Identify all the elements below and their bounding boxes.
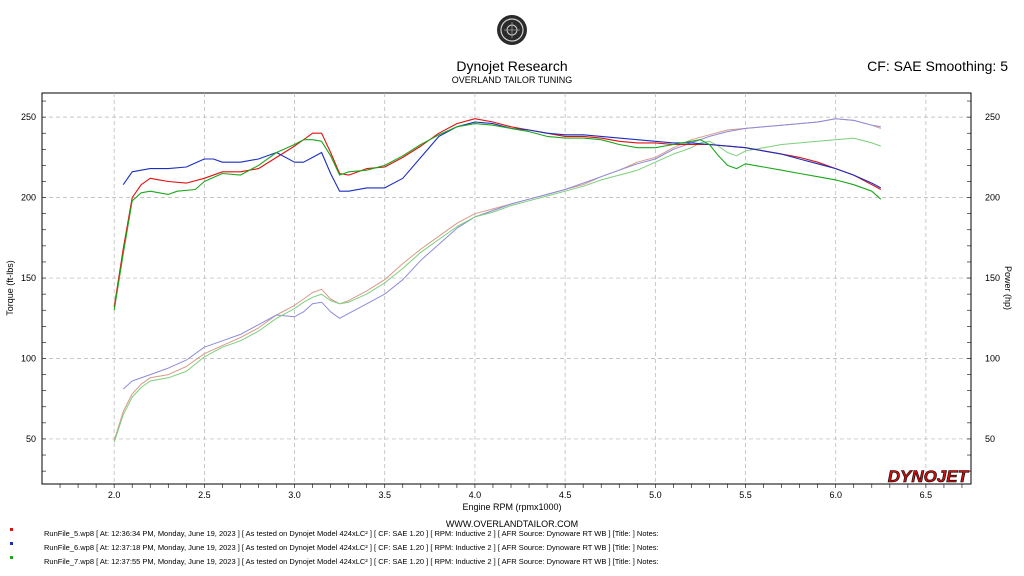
y-tick-label-left: 150	[21, 273, 36, 283]
plot-frame	[41, 92, 972, 485]
y-axis-left-label: Torque (ft-lbs)	[5, 260, 15, 316]
x-tick-label: 5.0	[649, 490, 662, 500]
y-tick-label-left: 250	[21, 112, 36, 122]
x-tick-label: 3.5	[378, 490, 391, 500]
legend: RunFile_5.wp8 [ At: 12:36:34 PM, Monday,…	[10, 528, 659, 566]
x-tick-label: 4.5	[559, 490, 572, 500]
dynojet-logo-text: DYNOJET	[888, 467, 970, 486]
y-tick-label-right: 50	[985, 434, 995, 444]
legend-swatch	[10, 556, 13, 559]
grid	[42, 93, 971, 484]
y-tick-label-left: 50	[26, 434, 36, 444]
x-tick-label: 6.5	[920, 490, 933, 500]
y-axis-right-label: Power (hp)	[1003, 266, 1013, 310]
legend-entry: RunFile_7.wp8 [ At: 12:37:55 PM, Monday,…	[44, 557, 659, 566]
x-tick-label: 4.0	[469, 490, 482, 500]
y-tick-label-right: 150	[985, 273, 1000, 283]
series-line-runfile-7-power	[113, 137, 881, 443]
x-tick-label: 6.0	[829, 490, 842, 500]
series-line-runfile-6-torque	[122, 121, 882, 192]
series-line-runfile-7-torque	[113, 123, 882, 311]
x-tick-label: 2.0	[108, 490, 121, 500]
x-axis-label: Engine RPM (rpmx1000)	[462, 502, 561, 512]
y-tick-label-right: 100	[985, 353, 1000, 363]
legend-swatch	[10, 528, 13, 531]
y-tick-label-left: 200	[21, 193, 36, 203]
y-tick-label-right: 200	[985, 193, 1000, 203]
cf-info: CF: SAE Smoothing: 5	[867, 58, 1008, 74]
website-url: WWW.OVERLANDTAILOR.COM	[446, 519, 578, 529]
axes: 2.0 2.5 3.0 3.5 4.0 4.5 5.0 5.5 6.0 6.5 50 50 100 100…	[21, 100, 1000, 500]
legend-entry: RunFile_5.wp8 [ At: 12:36:34 PM, Monday,…	[44, 529, 659, 538]
y-tick-label-right: 250	[985, 112, 1000, 122]
logo-seal-icon	[497, 15, 527, 45]
x-tick-label: 3.0	[288, 490, 301, 500]
series-group	[113, 118, 882, 443]
y-tick-label-left: 100	[21, 353, 36, 363]
legend-swatch	[10, 542, 13, 545]
x-tick-label: 5.5	[739, 490, 752, 500]
legend-entry: RunFile_6.wp8 [ At: 12:37:18 PM, Monday,…	[44, 543, 659, 552]
chart-title: Dynojet Research	[456, 58, 567, 74]
dynojet-logo: DYNOJET	[887, 467, 970, 487]
series-line-runfile-6-power	[122, 118, 881, 390]
x-tick-label: 2.5	[198, 490, 211, 500]
chart-subtitle: OVERLAND TAILOR TUNING	[452, 75, 573, 85]
